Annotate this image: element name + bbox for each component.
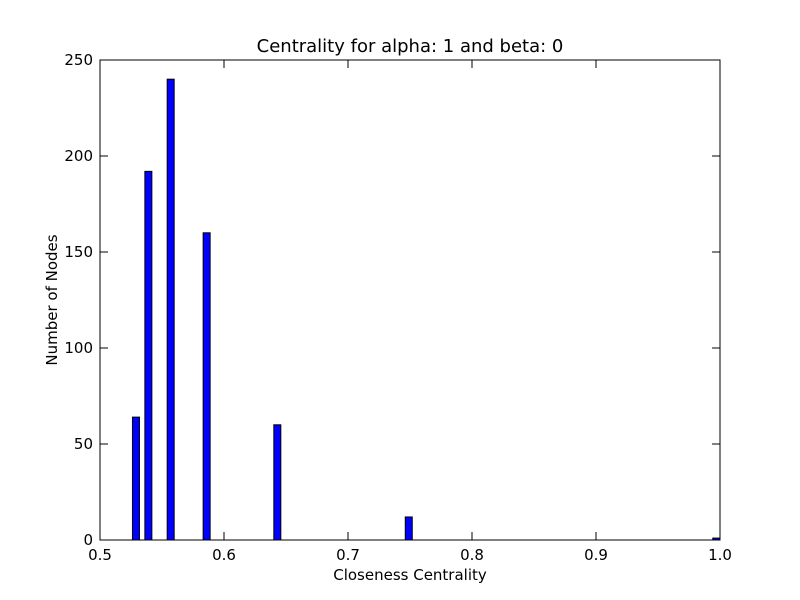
bar-1 bbox=[144, 170, 153, 541]
bar-4 bbox=[273, 424, 282, 541]
y-tick-label-0: 0 bbox=[83, 531, 93, 549]
x-tick-label-0: 0.5 bbox=[88, 546, 112, 564]
y-tick-label-3: 150 bbox=[64, 243, 93, 261]
ticks-group: 0.5 0.6 0.7 0.8 0.9 1.0 0 50 100 150 200 250 bbox=[64, 51, 732, 564]
y-axis-label: Number of Nodes bbox=[43, 234, 61, 365]
chart-title: Centrality for alpha: 1 and beta: 0 bbox=[257, 36, 564, 57]
bars-group bbox=[131, 78, 721, 541]
y-tick-label-5: 250 bbox=[64, 51, 93, 69]
y-tick-label-4: 200 bbox=[64, 147, 93, 165]
x-tick-label-3: 0.8 bbox=[460, 546, 484, 564]
y-tick-label-1: 50 bbox=[74, 435, 93, 453]
x-tick-label-5: 1.0 bbox=[708, 546, 732, 564]
bar-3 bbox=[202, 232, 211, 541]
y-tick-label-2: 100 bbox=[64, 339, 93, 357]
bar-0 bbox=[131, 416, 140, 541]
x-tick-label-4: 0.9 bbox=[584, 546, 608, 564]
bar-2 bbox=[166, 78, 175, 541]
bar-5 bbox=[404, 516, 413, 541]
plot-frame bbox=[99, 59, 721, 541]
x-tick-label-2: 0.7 bbox=[336, 546, 360, 564]
x-tick-label-1: 0.6 bbox=[212, 546, 236, 564]
x-axis-label: Closeness Centrality bbox=[333, 566, 487, 584]
